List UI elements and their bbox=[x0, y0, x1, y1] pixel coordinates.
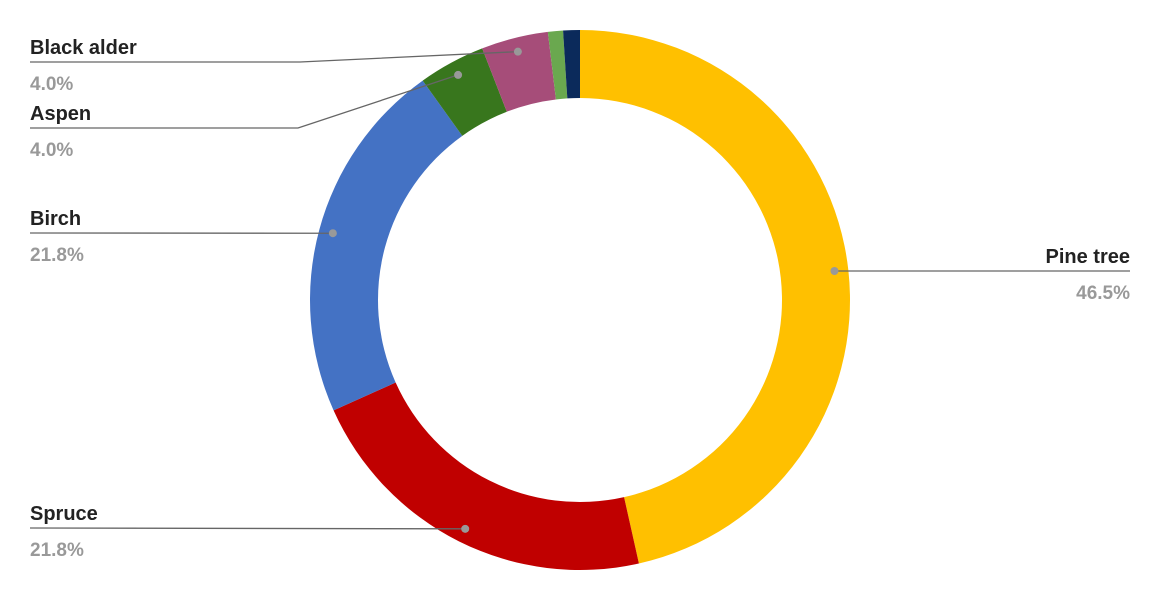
donut-slice bbox=[580, 30, 850, 564]
leader-line bbox=[29, 527, 466, 530]
donut-slice bbox=[309, 80, 463, 411]
slice-name: Aspen bbox=[30, 103, 91, 125]
donut-slice bbox=[422, 48, 507, 136]
leader-dot bbox=[513, 47, 522, 56]
leader-dot bbox=[328, 229, 337, 238]
slice-value: 21.8% bbox=[30, 540, 84, 561]
slice-value: 4.0% bbox=[30, 140, 73, 161]
leader-dot bbox=[461, 524, 470, 533]
donut-slice bbox=[547, 30, 568, 100]
donut-slice bbox=[333, 382, 639, 570]
leader-line bbox=[30, 74, 459, 129]
leader-line bbox=[30, 50, 518, 63]
leader-dot bbox=[830, 267, 839, 275]
slice-name: Birch bbox=[30, 208, 81, 230]
slice-value: 4.0% bbox=[30, 74, 73, 95]
slice-value: 46.5% bbox=[1076, 283, 1130, 304]
donut-slice bbox=[563, 30, 580, 99]
slice-name: Black alder bbox=[30, 37, 137, 59]
slice-value: 21.8% bbox=[30, 245, 84, 266]
slice-name: Spruce bbox=[30, 503, 98, 525]
leader-dot bbox=[454, 70, 463, 79]
slice-name: Pine tree bbox=[1046, 246, 1130, 268]
